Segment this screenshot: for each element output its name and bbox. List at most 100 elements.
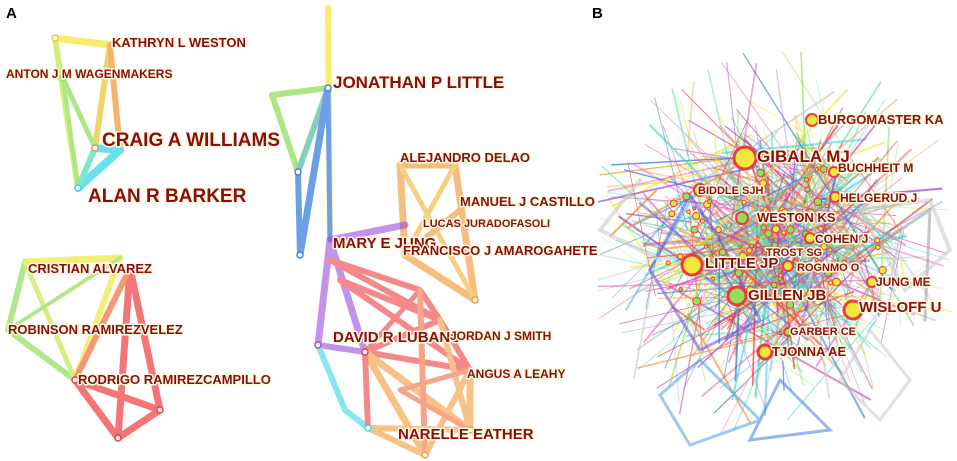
edge bbox=[792, 169, 846, 278]
edge bbox=[661, 213, 804, 347]
network-node bbox=[816, 259, 822, 265]
edge bbox=[760, 319, 780, 419]
edge bbox=[295, 169, 303, 258]
edge bbox=[757, 222, 772, 253]
edge bbox=[327, 257, 423, 293]
network-node bbox=[692, 211, 701, 220]
edge bbox=[269, 85, 331, 98]
edge bbox=[397, 387, 473, 433]
hub-node bbox=[735, 211, 749, 225]
edge bbox=[785, 305, 886, 310]
edge bbox=[854, 190, 938, 309]
author-label: GIBALA MJ bbox=[757, 147, 850, 166]
edge bbox=[325, 85, 333, 243]
network-node bbox=[669, 199, 678, 208]
edge bbox=[21, 254, 124, 266]
edge bbox=[269, 92, 301, 175]
network-node bbox=[781, 208, 789, 216]
network-node bbox=[758, 185, 767, 195]
network-node bbox=[682, 192, 691, 201]
network-node bbox=[699, 218, 705, 224]
network-node bbox=[791, 149, 797, 156]
cluster-lubans bbox=[314, 221, 474, 459]
edge bbox=[795, 132, 915, 327]
hub-node bbox=[866, 276, 878, 288]
panel-a-letter: A bbox=[6, 5, 17, 22]
author-label: BUCHHEIT M bbox=[838, 161, 913, 175]
author-label: LITTLE JP bbox=[705, 255, 778, 272]
hub-node bbox=[732, 145, 758, 171]
edge bbox=[731, 220, 774, 401]
edge bbox=[723, 334, 735, 341]
network-node bbox=[59, 74, 67, 82]
edge bbox=[756, 155, 863, 261]
edge bbox=[365, 425, 473, 433]
edge bbox=[362, 317, 443, 355]
network-node bbox=[795, 250, 803, 258]
author-label: GARBER CE bbox=[790, 326, 856, 338]
cluster-castillo bbox=[396, 161, 479, 304]
edge bbox=[691, 118, 749, 237]
panel-b: B bbox=[592, 5, 953, 447]
network-node bbox=[751, 185, 757, 191]
network-node bbox=[806, 208, 815, 217]
network-node bbox=[841, 259, 848, 266]
network-node bbox=[728, 316, 734, 321]
edge bbox=[633, 279, 654, 379]
edge bbox=[74, 146, 124, 192]
edge bbox=[72, 265, 133, 383]
edge bbox=[899, 259, 907, 285]
edge bbox=[721, 62, 875, 280]
edge bbox=[315, 342, 368, 355]
edge bbox=[657, 295, 875, 299]
edge bbox=[821, 234, 838, 243]
network-node bbox=[74, 184, 82, 192]
network-node bbox=[771, 225, 781, 234]
network-node bbox=[734, 269, 743, 278]
network-node bbox=[875, 244, 881, 251]
edge bbox=[840, 239, 869, 288]
edge bbox=[810, 199, 815, 320]
edge bbox=[728, 255, 824, 348]
author-label: ALAN R BARKER bbox=[88, 186, 247, 207]
author-label: ROGNMO O bbox=[797, 262, 860, 274]
edge bbox=[686, 80, 695, 157]
edge bbox=[671, 90, 835, 202]
network-node bbox=[808, 250, 817, 259]
author-label: KATHRYN L WESTON bbox=[112, 35, 246, 50]
network-node bbox=[733, 192, 739, 198]
edge bbox=[126, 264, 164, 414]
edge bbox=[781, 50, 841, 143]
author-label: FRANCISCO J AMAROGAHETE bbox=[403, 243, 598, 258]
author-label: BURGOMASTER KA bbox=[818, 112, 944, 127]
edge bbox=[890, 235, 908, 241]
network-node bbox=[792, 259, 799, 265]
network-node bbox=[51, 34, 59, 42]
network-node bbox=[806, 290, 815, 298]
network-node bbox=[878, 266, 887, 275]
panel-a: A bbox=[5, 5, 599, 459]
edge bbox=[771, 244, 800, 326]
network-node bbox=[778, 302, 783, 307]
network-node bbox=[789, 293, 795, 299]
author-label: HELGERUD J bbox=[840, 191, 917, 205]
network-node bbox=[828, 280, 834, 286]
edge bbox=[794, 223, 866, 405]
edge bbox=[22, 259, 78, 383]
edge bbox=[599, 147, 816, 176]
edge bbox=[114, 264, 134, 442]
network-node bbox=[294, 168, 302, 176]
edge bbox=[75, 145, 98, 191]
author-label: MARY E JUNG bbox=[333, 235, 436, 252]
network-node bbox=[755, 242, 761, 248]
edge bbox=[717, 298, 805, 350]
network-node bbox=[296, 251, 304, 259]
network-node bbox=[678, 287, 683, 292]
network-node bbox=[767, 256, 775, 264]
author-label: TJONNA AE bbox=[772, 344, 846, 359]
edge bbox=[422, 367, 473, 458]
network-node bbox=[796, 266, 805, 275]
network-node bbox=[817, 225, 824, 232]
network-node bbox=[781, 230, 787, 236]
